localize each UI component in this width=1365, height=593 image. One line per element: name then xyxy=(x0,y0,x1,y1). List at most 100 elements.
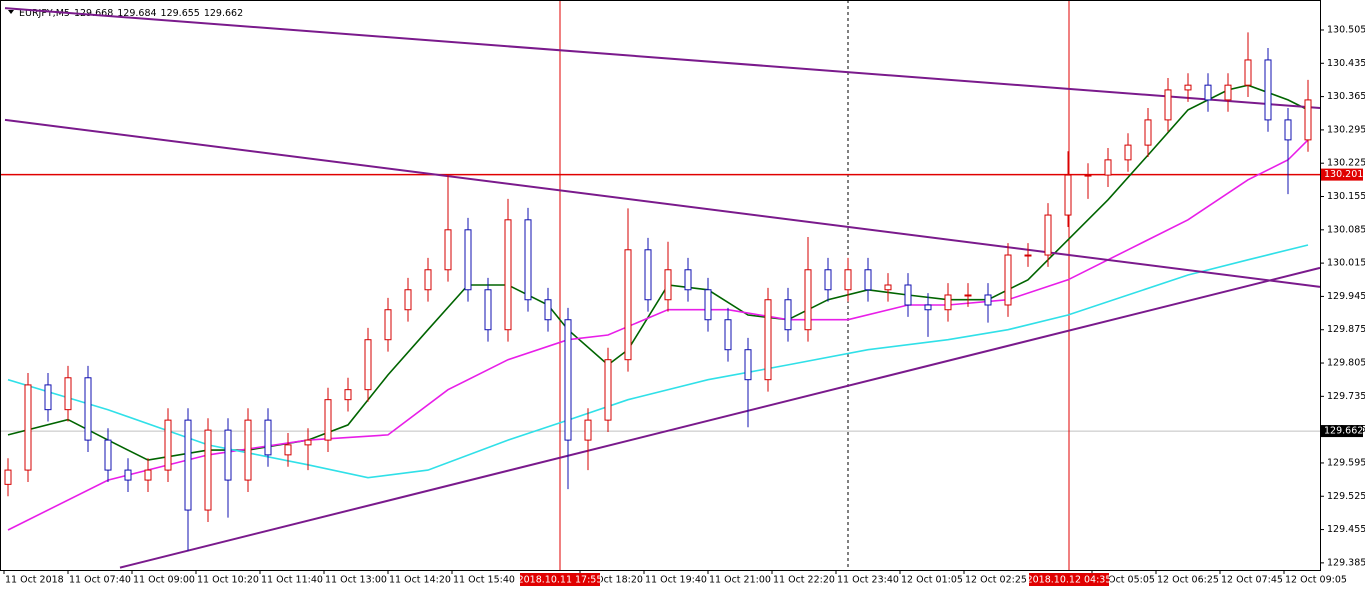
candle-body xyxy=(904,284,912,306)
x-tick-label: 11 Oct 09:00 xyxy=(133,575,195,586)
x-tick-label: 12 Oct 02:25 xyxy=(965,575,1027,586)
trendline xyxy=(4,7,1321,109)
candle-body xyxy=(404,289,412,311)
candle-body xyxy=(884,284,892,291)
trendline xyxy=(119,266,1321,569)
x-tick-label: 11 Oct 10:20 xyxy=(197,575,259,586)
candle-body xyxy=(1044,214,1052,256)
candle-body xyxy=(464,229,472,291)
candle-body xyxy=(784,299,792,331)
candle-body xyxy=(384,309,392,341)
candle-body xyxy=(1244,59,1252,86)
x-tick-label: 11 Oct 21:00 xyxy=(709,575,771,586)
candle-body xyxy=(544,299,552,321)
candle-body xyxy=(1284,119,1292,141)
candle-body xyxy=(124,469,132,481)
x-tick-label: 11 Oct 23:40 xyxy=(837,575,899,586)
candle-body xyxy=(764,299,772,381)
candle-body xyxy=(424,269,432,291)
x-tick-label: 11 Oct 07:40 xyxy=(69,575,131,586)
candle-body xyxy=(504,219,512,331)
y-tick-label: 130.225 xyxy=(1327,158,1365,169)
x-tick-label: 11 Oct 11:40 xyxy=(261,575,323,586)
x-tick-label: 11 Oct 2018 xyxy=(5,575,64,586)
candle-body xyxy=(84,377,92,441)
candle-body xyxy=(24,384,32,471)
y-tick-label: 130.085 xyxy=(1327,224,1365,235)
y-tick-label: 129.805 xyxy=(1327,358,1365,369)
y-tick-label: 129.385 xyxy=(1327,557,1365,568)
y-tick-label: 129.525 xyxy=(1327,491,1365,502)
menu-arrow[interactable] xyxy=(8,10,14,14)
candle-body xyxy=(744,349,752,381)
candle-body xyxy=(304,439,312,446)
y-tick-label: 129.875 xyxy=(1327,324,1365,335)
chart-header: EURJPY,M5 129.668 129.684 129.655 129.662 xyxy=(19,8,243,19)
candle-body xyxy=(1004,254,1012,306)
y-tick-label: 129.455 xyxy=(1327,524,1365,535)
y-tick-label: 130.505 xyxy=(1327,24,1365,35)
x-tick-label: 12 Oct 09:05 xyxy=(1285,575,1347,586)
candle-body xyxy=(1084,174,1092,177)
y-tick-label: 129.735 xyxy=(1327,391,1365,402)
candle-body xyxy=(644,249,652,301)
time-label: 2018.10.11 17:55 xyxy=(518,575,603,586)
candle-body xyxy=(664,269,672,301)
candle-body xyxy=(924,304,932,311)
candle-body xyxy=(224,429,232,481)
candle-body xyxy=(264,419,272,456)
y-tick-label: 129.595 xyxy=(1327,457,1365,468)
candle-body xyxy=(284,444,292,456)
candle-body xyxy=(1184,84,1192,91)
x-tick-label: 11 Oct 15:40 xyxy=(453,575,515,586)
x-tick-label: 11 Oct 22:20 xyxy=(773,575,835,586)
candle-body xyxy=(684,269,692,291)
quote-low: 129.655 xyxy=(161,8,200,19)
x-tick-label: 12 Oct 01:05 xyxy=(901,575,963,586)
candle-body xyxy=(524,219,532,301)
candle-body xyxy=(344,389,352,401)
x-tick-label: 12 Oct 05:05 xyxy=(1093,575,1155,586)
price-label: 130.201 xyxy=(1324,169,1363,180)
quote-high: 129.684 xyxy=(117,8,156,19)
time-label: 2018.10.12 04:35 xyxy=(1027,575,1112,586)
candle-body xyxy=(1164,89,1172,121)
y-tick-label: 130.155 xyxy=(1327,191,1365,202)
candle-body xyxy=(164,419,172,471)
candle-body xyxy=(564,319,572,441)
candle-body xyxy=(184,419,192,511)
candle-body xyxy=(1304,99,1312,141)
y-tick-label: 130.365 xyxy=(1327,91,1365,102)
candle-body xyxy=(724,319,732,351)
time-label-box xyxy=(520,573,600,586)
axis-mask xyxy=(1321,0,1365,589)
time-label-box xyxy=(1029,573,1109,586)
candle-body xyxy=(1224,84,1232,101)
candle-body xyxy=(704,289,712,321)
candle-body xyxy=(324,399,332,441)
candle-body xyxy=(364,339,372,391)
candle-body xyxy=(1064,174,1072,216)
quote-open: 129.668 xyxy=(74,8,113,19)
candle-body xyxy=(624,249,632,361)
candle-body xyxy=(144,469,152,481)
x-tick-label: 11 Oct 14:20 xyxy=(389,575,451,586)
y-tick-label: 129.945 xyxy=(1327,291,1365,302)
candle-body xyxy=(64,377,72,411)
candle-body xyxy=(824,269,832,291)
x-tick-label: 11 Oct 18:20 xyxy=(581,575,643,586)
candle-body xyxy=(204,429,212,511)
candle-body xyxy=(864,269,872,291)
candle-body xyxy=(44,384,52,411)
candle-body xyxy=(1144,119,1152,146)
candle-body xyxy=(984,294,992,306)
candle-body xyxy=(444,229,452,271)
y-tick-label: 130.015 xyxy=(1327,258,1365,269)
y-tick-label: 130.295 xyxy=(1327,124,1365,135)
candle-body xyxy=(1204,84,1212,101)
candle-body xyxy=(1024,254,1032,257)
quote-close: 129.662 xyxy=(204,8,243,19)
x-tick-label: 12 Oct 07:45 xyxy=(1221,575,1283,586)
candle-body xyxy=(964,294,972,297)
symbol: EURJPY,M5 xyxy=(19,8,70,19)
